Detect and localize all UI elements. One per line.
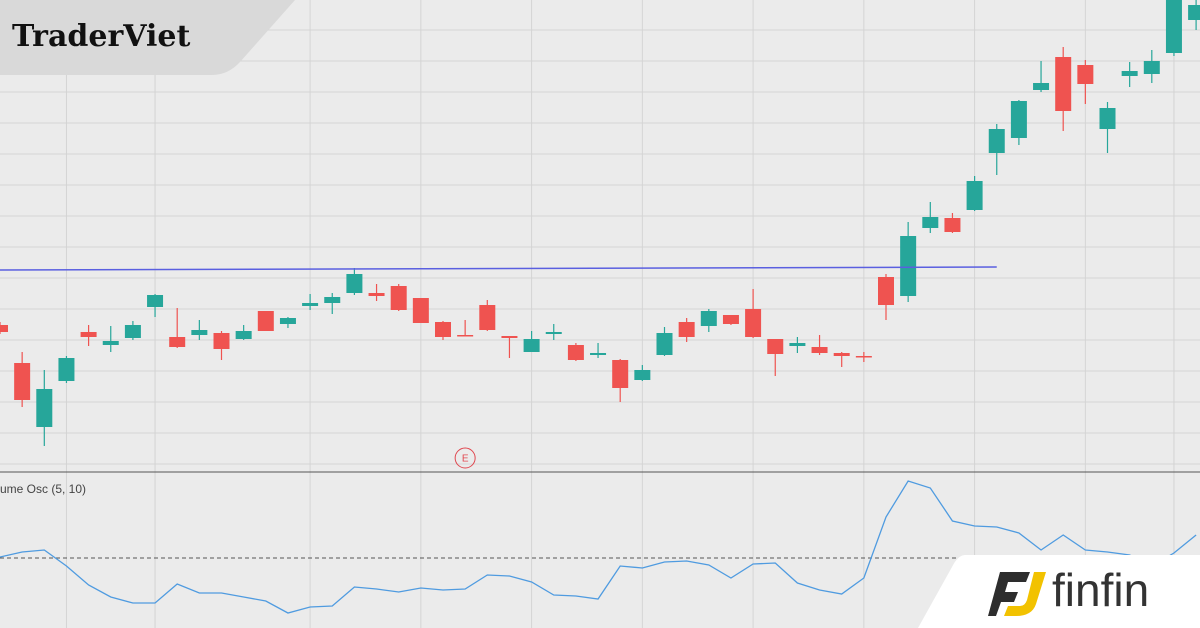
candle-body	[878, 277, 894, 305]
candle-body	[169, 337, 186, 347]
candle-body	[922, 217, 939, 228]
candle-body	[479, 305, 496, 330]
candle-body	[324, 297, 341, 303]
candle-body	[767, 339, 784, 354]
candle-body	[14, 363, 31, 400]
candle-body	[656, 333, 673, 355]
candle-body	[1165, 0, 1182, 53]
candle-body	[1055, 57, 1072, 111]
candle-body	[102, 341, 119, 345]
indicator-line	[0, 480, 1197, 614]
candle-body	[722, 315, 739, 324]
candle-body	[36, 389, 53, 427]
candle-body	[833, 353, 850, 356]
candle-body	[678, 322, 695, 337]
logo-bg	[918, 555, 1200, 628]
candle-body	[346, 274, 363, 293]
candle-body	[58, 358, 75, 381]
candle-body	[435, 322, 451, 337]
candle-body	[457, 335, 474, 337]
candle-body	[545, 332, 562, 334]
candle-body	[302, 303, 319, 306]
logo-icon	[988, 572, 1030, 616]
candle-body	[634, 370, 651, 380]
logo-bg	[0, 0, 295, 75]
event-label: E	[462, 454, 469, 465]
indicator-label: ume Osc (5, 10)	[0, 482, 86, 496]
candle-body	[390, 286, 407, 310]
candle-body	[944, 218, 961, 232]
bottom-right-logo: finfin	[918, 555, 1200, 628]
candle-body	[279, 318, 296, 324]
candle-body	[147, 295, 164, 307]
candle-body	[213, 333, 230, 349]
candle-body	[1099, 108, 1116, 129]
candle-body	[1010, 101, 1027, 138]
candle-body	[257, 311, 274, 331]
candle-body	[567, 345, 584, 360]
candle-body	[966, 181, 983, 210]
candle-body	[80, 332, 97, 337]
candle-body	[745, 309, 762, 337]
plot: E	[0, 0, 1200, 614]
candle-body	[0, 325, 8, 332]
candle-body	[590, 353, 607, 355]
candle-body	[1077, 65, 1094, 84]
candle-body	[523, 339, 540, 352]
candle-body	[368, 293, 385, 296]
candle-body	[1188, 5, 1200, 20]
candle-body	[412, 298, 429, 323]
candle-body	[700, 311, 717, 326]
candle-body	[191, 330, 208, 335]
candle-body	[811, 347, 828, 353]
trendline	[0, 266, 997, 271]
top-left-logo: TraderViet	[0, 0, 295, 75]
candle-body	[855, 356, 872, 358]
candle-body	[235, 331, 252, 339]
candle-body	[1143, 61, 1160, 74]
logo-icon	[1004, 572, 1046, 616]
candle-body	[900, 236, 917, 296]
candle-body	[501, 336, 518, 338]
logo-text: TraderViet	[12, 19, 190, 54]
candle-body	[612, 360, 629, 388]
candle-body	[1121, 71, 1138, 76]
candle-body	[988, 129, 1005, 153]
logo-text: finfin	[1052, 564, 1149, 616]
candle-body	[1033, 83, 1050, 90]
candle-body	[124, 325, 141, 338]
candle-body	[789, 343, 806, 346]
event-marker	[454, 447, 476, 469]
